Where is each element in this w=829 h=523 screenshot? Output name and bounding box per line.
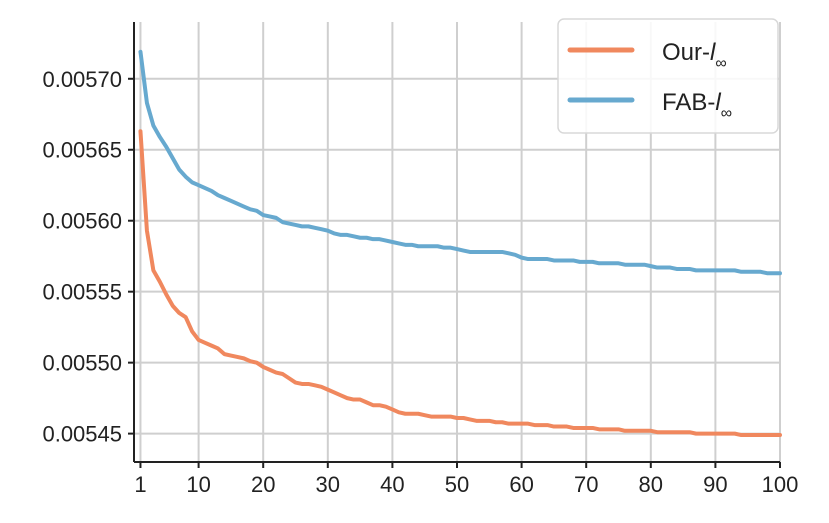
x-axis: 1 10 20 30 40 50 60 70 80 90 100 xyxy=(134,462,798,497)
y-tick-label: 0.00565 xyxy=(42,138,122,163)
legend-label-fab-l-inf: FAB-l∞ xyxy=(662,89,732,122)
y-tick-label: 0.00545 xyxy=(42,422,122,447)
legend: Our-l∞ FAB-l∞ xyxy=(557,18,779,134)
series-line-our-l-inf xyxy=(138,129,782,438)
y-tick-label: 0.00570 xyxy=(42,67,122,92)
y-tick-label: 0.00550 xyxy=(42,351,122,376)
y-tick-label: 0.00555 xyxy=(42,280,122,305)
x-tick-label: 30 xyxy=(316,472,340,497)
y-axis: 0.00545 0.00550 0.00555 0.00560 0.00565 0.005… xyxy=(42,67,134,447)
x-tick-label: 50 xyxy=(445,472,469,497)
x-tick-label: 1 xyxy=(134,472,146,497)
x-tick-label: 100 xyxy=(762,472,799,497)
y-tick-label: 0.00560 xyxy=(42,209,122,234)
x-tick-label: 20 xyxy=(251,472,275,497)
legend-label-our-l-inf: Our-l∞ xyxy=(662,39,727,72)
series-lines xyxy=(138,49,782,438)
x-tick-label: 60 xyxy=(509,472,533,497)
x-tick-label: 10 xyxy=(186,472,210,497)
series-line-fab-l-inf xyxy=(138,49,782,276)
x-tick-label: 90 xyxy=(703,472,727,497)
x-tick-label: 80 xyxy=(639,472,663,497)
x-tick-label: 40 xyxy=(380,472,404,497)
x-tick-label: 70 xyxy=(574,472,598,497)
